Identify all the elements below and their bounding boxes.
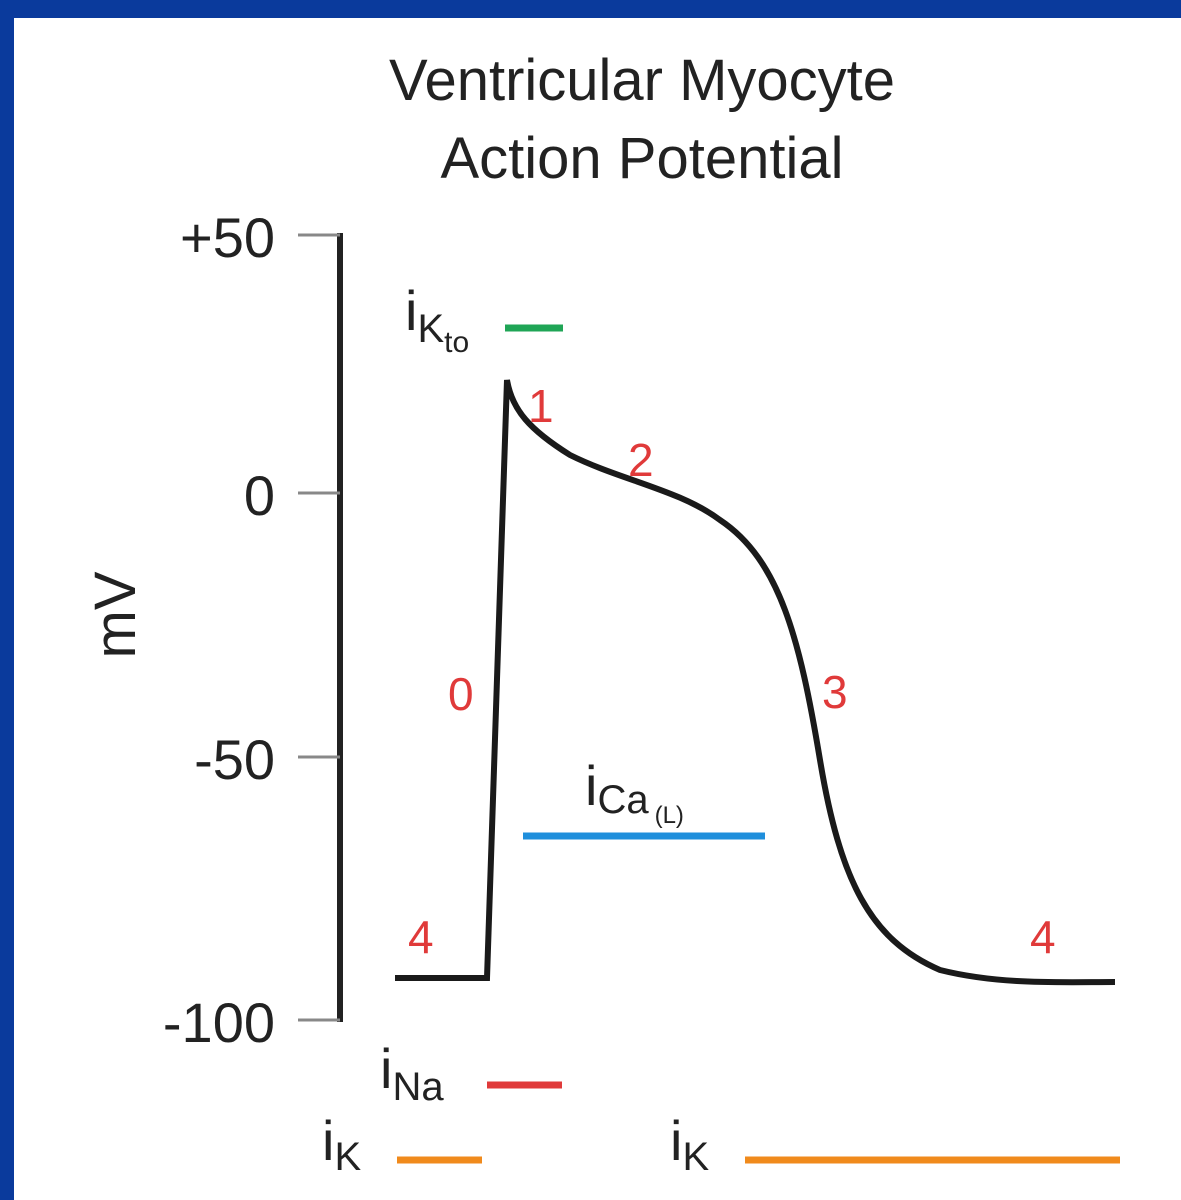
tick-label: 0: [244, 464, 275, 527]
symbol: i: [322, 1109, 334, 1172]
symbol: i: [380, 1037, 392, 1100]
phase-label: 1: [528, 380, 554, 432]
current-label: iK: [670, 1109, 709, 1179]
tick-label: -100: [163, 991, 275, 1054]
phase-label: 2: [628, 434, 654, 486]
phase-label: 0: [448, 668, 474, 720]
axis-label: mV: [83, 571, 148, 658]
phase-label: 4: [1030, 911, 1056, 963]
current-label: iNa: [380, 1037, 444, 1109]
current-label: iCa (L): [585, 754, 684, 829]
symbol: i: [670, 1109, 682, 1172]
action-potential-curve: [395, 379, 1116, 986]
sub: K: [417, 307, 444, 351]
tick-label: -50: [194, 728, 275, 791]
sub: K: [334, 1135, 361, 1179]
current-label: iK: [322, 1109, 361, 1179]
tick-label: +50: [180, 206, 275, 269]
phase-label: 4: [408, 911, 434, 963]
panel: [14, 18, 1181, 1200]
symbol: i: [405, 279, 417, 342]
title: Action Potential: [440, 126, 843, 191]
symbol: i: [585, 754, 597, 817]
phase-label: 3: [822, 666, 848, 718]
sub: K: [682, 1135, 709, 1179]
sub: Na: [392, 1065, 444, 1109]
sub: Ca: [597, 778, 649, 822]
subsub: to: [444, 326, 469, 359]
title: Ventricular Myocyte: [389, 48, 895, 113]
current-label: iKto: [405, 279, 469, 359]
subsub: (L): [655, 802, 684, 829]
